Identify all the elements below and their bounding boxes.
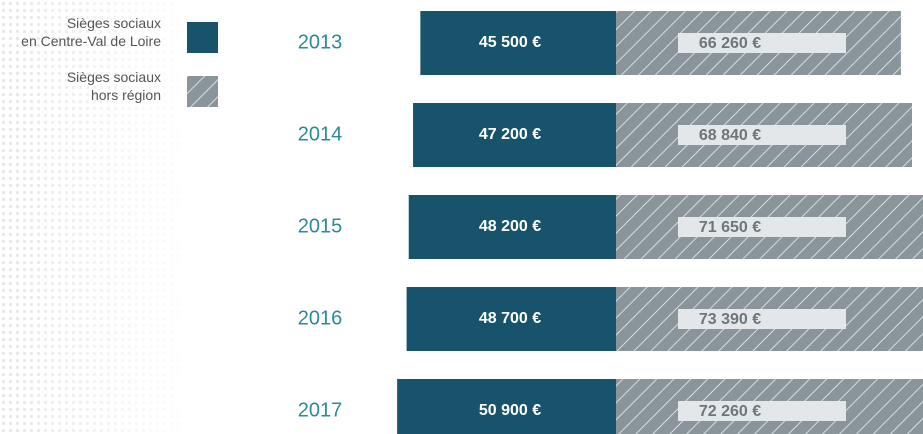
bar-region [420,11,616,75]
legend-label: Sièges sociaux hors région [66,69,161,103]
value-label: 72 260 € [699,403,761,420]
value-label: 48 700 € [479,310,541,327]
legend-entry: Sièges sociaux en Centre-Val de Loire [0,14,218,64]
legend-label: Sièges sociaux en Centre-Val de Loire [21,15,161,49]
value-label-box [678,401,846,421]
value-label: 73 390 € [699,311,761,328]
year-label: 2014 [298,123,343,145]
value-label-box [678,125,846,145]
bar-region [408,195,616,259]
value-label-box [678,217,846,237]
value-label-box [678,33,846,53]
value-label: 68 840 € [699,127,761,144]
year-label: 2017 [298,399,343,421]
value-label: 47 200 € [479,126,541,143]
legend-entry: Sièges sociaux hors région [0,68,218,118]
bar-region [397,379,616,434]
value-label: 48 200 € [479,218,541,235]
bar-region [406,287,616,351]
year-label: 2016 [298,307,343,329]
value-label: 66 260 € [699,35,761,52]
value-label-box [678,309,846,329]
background-fade [0,0,200,434]
bar-region [413,103,616,167]
value-label: 71 650 € [699,219,761,236]
year-label: 2013 [298,31,343,53]
legend-swatch [187,76,218,107]
value-label: 50 900 € [479,402,541,419]
value-label: 45 500 € [479,34,541,51]
legend-swatch [187,22,218,53]
year-label: 2015 [298,215,343,237]
